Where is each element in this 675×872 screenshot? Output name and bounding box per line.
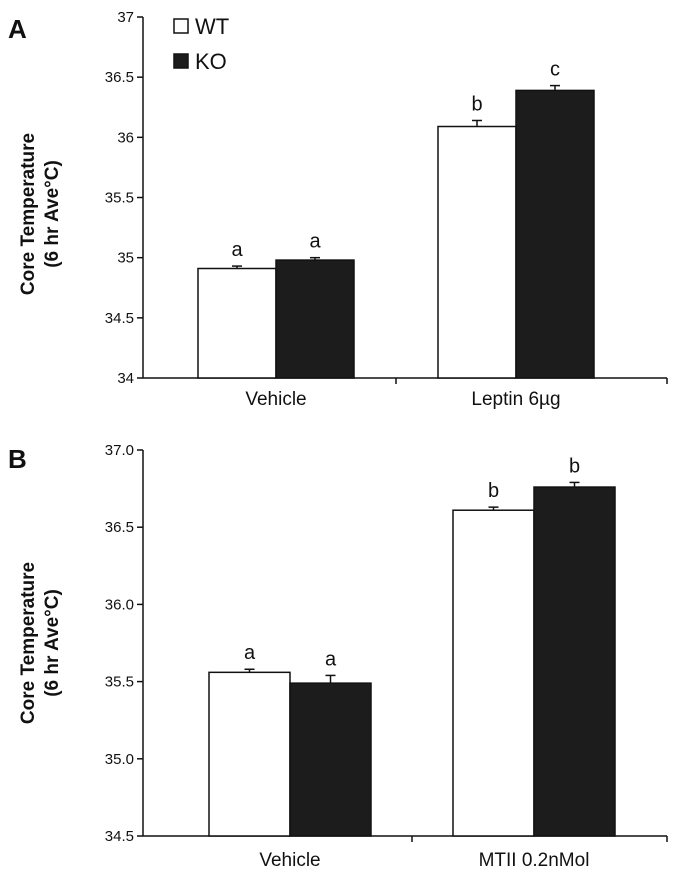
significance-label: a bbox=[244, 642, 256, 664]
bar-ko bbox=[289, 682, 372, 837]
bar-wt bbox=[437, 125, 517, 379]
legend-swatch-wt bbox=[173, 18, 189, 34]
y-tick-label: 37 bbox=[117, 9, 134, 26]
bar-wt bbox=[208, 671, 291, 837]
significance-label: b bbox=[488, 480, 499, 502]
bar-ko bbox=[533, 486, 616, 837]
bar-wt bbox=[197, 267, 277, 379]
bar-ko bbox=[515, 89, 595, 379]
y-tick-label: 36.5 bbox=[105, 69, 134, 86]
y-tick-label: 36.0 bbox=[105, 596, 134, 613]
y-tick-label: 34 bbox=[117, 370, 134, 387]
panel-b-chart: B Core Temperature (6 hr Ave°C) 34.5 35.0… bbox=[8, 442, 668, 871]
significance-label: a bbox=[325, 648, 337, 670]
x-category-label: Vehicle bbox=[259, 850, 320, 871]
legend-label-wt: WT bbox=[195, 14, 229, 39]
significance-label: a bbox=[231, 239, 243, 261]
bar-ko bbox=[275, 259, 355, 379]
significance-label: b bbox=[569, 455, 580, 477]
y-tick-label: 35.5 bbox=[105, 190, 134, 207]
panel-b-ylabel-line2: (6 hr Ave°C) bbox=[42, 589, 63, 697]
y-tick-label: 36 bbox=[117, 129, 134, 146]
y-tick-label: 34.5 bbox=[105, 310, 134, 327]
y-tick-label: 35 bbox=[117, 250, 134, 267]
x-category-label: MTII 0.2nMol bbox=[479, 850, 590, 871]
legend-swatch-ko bbox=[173, 53, 189, 69]
legend-label-ko: KO bbox=[195, 49, 227, 74]
y-tick-label: 36.5 bbox=[105, 519, 134, 536]
panel-a-ylabel-line2: (6 hr Ave°C) bbox=[42, 160, 63, 268]
panel-a-ylabel-line1: Core Temperature bbox=[18, 133, 39, 295]
panel-b-label: B bbox=[8, 444, 27, 474]
y-tick-label: 35.0 bbox=[105, 751, 134, 768]
panel-b-ylabel-line1: Core Temperature bbox=[18, 562, 39, 724]
y-tick-label: 37.0 bbox=[105, 442, 134, 459]
panel-a-legend: WT KO bbox=[173, 14, 229, 74]
panel-a-chart: A Core Temperature (6 hr Ave°C) WT KO 34… bbox=[8, 9, 668, 410]
significance-label: a bbox=[309, 231, 321, 253]
x-category-label: Leptin 6µg bbox=[471, 389, 560, 410]
y-tick-label: 34.5 bbox=[105, 828, 134, 845]
y-tick-label: 35.5 bbox=[105, 674, 134, 691]
x-category-label: Vehicle bbox=[245, 389, 306, 410]
significance-label: b bbox=[471, 93, 482, 115]
bar-wt bbox=[452, 509, 535, 837]
panel-a-label: A bbox=[8, 14, 27, 44]
significance-label: c bbox=[550, 59, 560, 81]
